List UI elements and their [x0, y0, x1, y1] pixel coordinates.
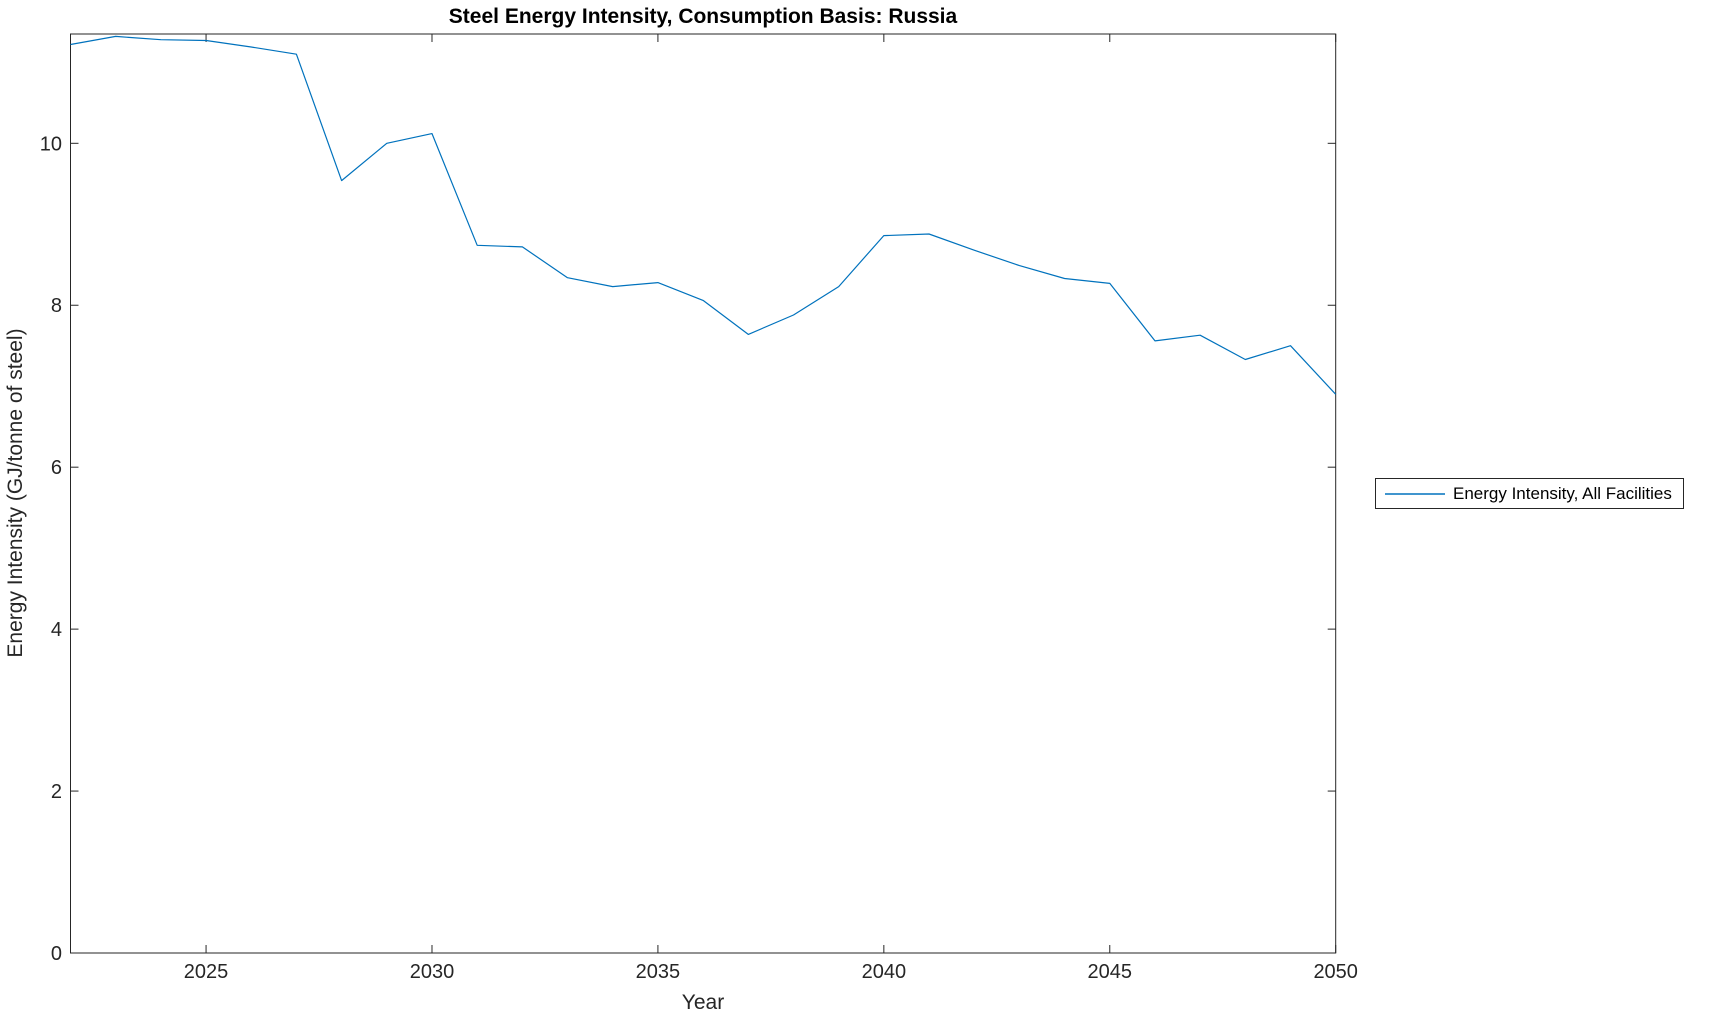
x-tick-label: 2050: [1313, 961, 1358, 983]
legend-entry-label: Energy Intensity, All Facilities: [1453, 483, 1672, 503]
x-tick-label: 2035: [636, 961, 681, 983]
y-tick-label: 6: [51, 457, 62, 479]
x-tick-label: 2025: [184, 961, 229, 983]
x-tick-label: 2045: [1088, 961, 1133, 983]
x-tick-label: 2030: [410, 961, 455, 983]
data-line: [70, 35, 1337, 395]
chart-title: Steel Energy Intensity, Consumption Basi…: [448, 5, 958, 28]
y-tick-label: 8: [51, 295, 62, 317]
legend: Energy Intensity, All Facilities: [1375, 478, 1684, 509]
y-tick-label: 2: [51, 781, 62, 803]
y-tick-label: 10: [40, 133, 62, 155]
x-axis-label: Year: [681, 991, 725, 1014]
y-axis-label: Energy Intensity (GJ/tonne of steel): [4, 328, 27, 658]
legend-line-sample: [1385, 492, 1445, 495]
axes-box: [70, 33, 1337, 954]
y-tick-label: 0: [51, 943, 62, 965]
x-tick-label: 2040: [862, 961, 907, 983]
y-tick-label: 4: [51, 619, 62, 641]
